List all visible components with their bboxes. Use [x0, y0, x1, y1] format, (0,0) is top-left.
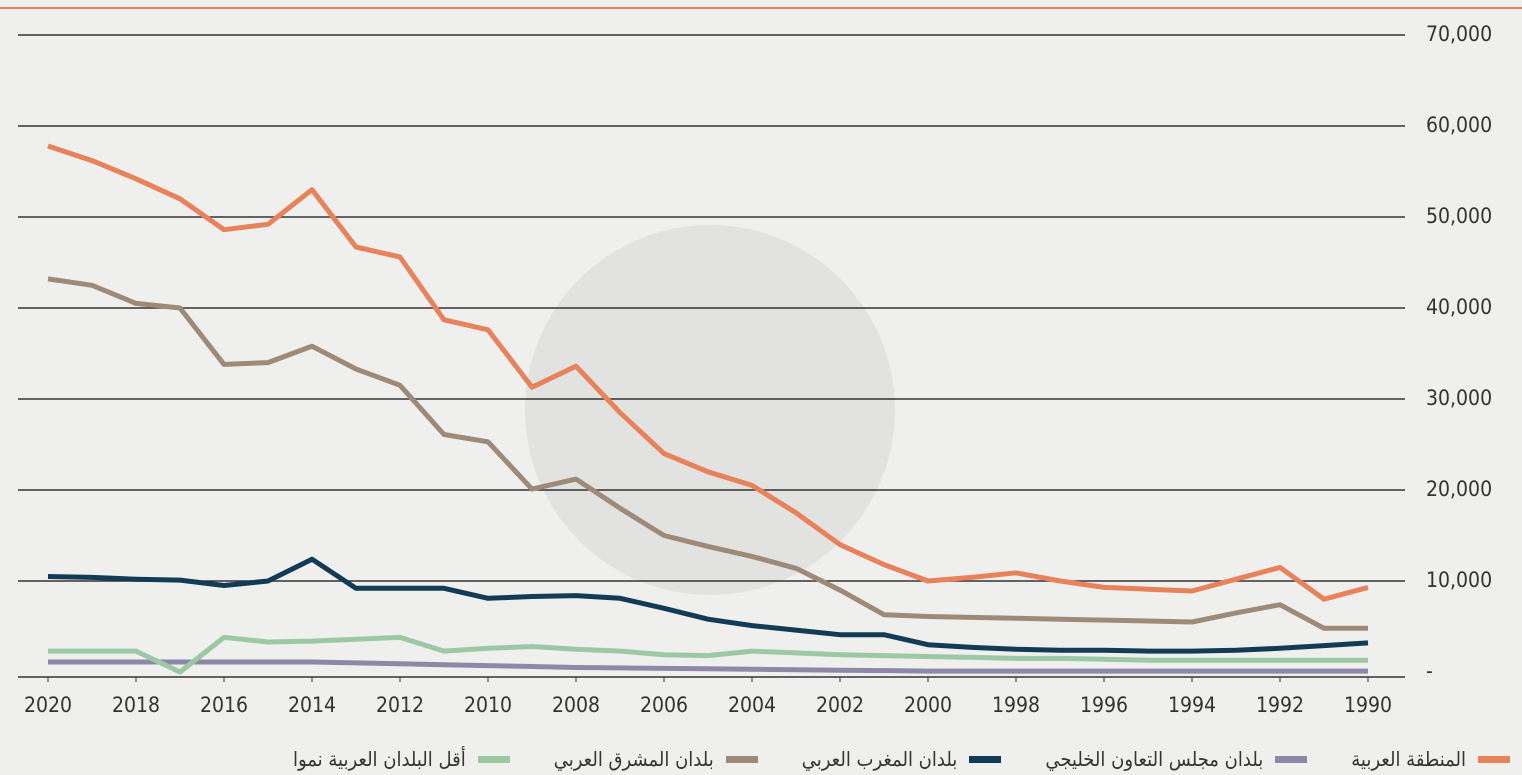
y-tick-label: 70,000: [1426, 22, 1492, 46]
x-tick-label: 1990: [1344, 693, 1392, 717]
legend-item: بلدان المغرب العربي: [802, 747, 1002, 771]
x-tick-label: 2014: [288, 693, 336, 717]
y-tick-label: 50,000: [1426, 204, 1492, 228]
x-tick-label: 2012: [376, 693, 424, 717]
series-line: [47, 556, 1369, 654]
y-tick-label: -: [1426, 659, 1433, 683]
x-tick-label: 2006: [640, 693, 688, 717]
x-tick-label: 1996: [1080, 693, 1128, 717]
x-tick-label: 1998: [992, 693, 1040, 717]
x-tick-label: 1992: [1256, 693, 1304, 717]
y-tick-label: 40,000: [1426, 295, 1492, 319]
legend-label: بلدان المغرب العربي: [801, 747, 958, 771]
legend-label: بلدان المشرق العربي: [553, 747, 714, 771]
legend: المنطقة العربية بلدان مجلس التعاون الخليج…: [293, 747, 1510, 771]
series-line: [48, 634, 1368, 675]
chart: - 10,000 20,000 30,000 40,000 50,000 60,000 70,…: [0, 7, 1522, 717]
legend-item: أقل البلدان العربية نموا: [293, 747, 510, 771]
series-line: [47, 276, 1368, 631]
x-tick-label: 2018: [112, 693, 160, 717]
x-tick-label: 1994: [1168, 693, 1216, 717]
y-tick-label: 30,000: [1426, 386, 1492, 410]
x-tick-label: 2000: [904, 693, 952, 717]
y-tick-label: 10,000: [1426, 568, 1492, 592]
legend-label: بلدان مجلس التعاون الخليجي: [1045, 747, 1264, 771]
legend-item: بلدان مجلس التعاون الخليجي: [1045, 747, 1308, 771]
y-tick-label: 20,000: [1426, 477, 1492, 501]
x-tick-label: 2002: [816, 693, 864, 717]
x-tick-label: 2004: [728, 693, 776, 717]
x-tick-label: 2008: [552, 693, 600, 717]
legend-swatch: [1275, 755, 1308, 763]
legend-swatch: [725, 755, 758, 763]
x-tick-label: 2016: [200, 693, 248, 717]
series-line: [47, 143, 1369, 602]
legend-swatch: [969, 755, 1002, 763]
legend-swatch: [1478, 755, 1510, 763]
legend-item: بلدان المشرق العربي: [554, 747, 758, 771]
x-tick-label: 2020: [24, 693, 72, 717]
x-tick-label: 2010: [464, 693, 512, 717]
y-tick-label: 60,000: [1426, 113, 1492, 137]
legend-label: أقل البلدان العربية نموا: [292, 747, 466, 771]
watermark: [525, 225, 895, 595]
legend-item: المنطقة العربية: [1351, 747, 1510, 771]
series-line: [48, 659, 1368, 674]
legend-swatch: [477, 755, 510, 763]
legend-label: المنطقة العربية: [1351, 747, 1466, 771]
